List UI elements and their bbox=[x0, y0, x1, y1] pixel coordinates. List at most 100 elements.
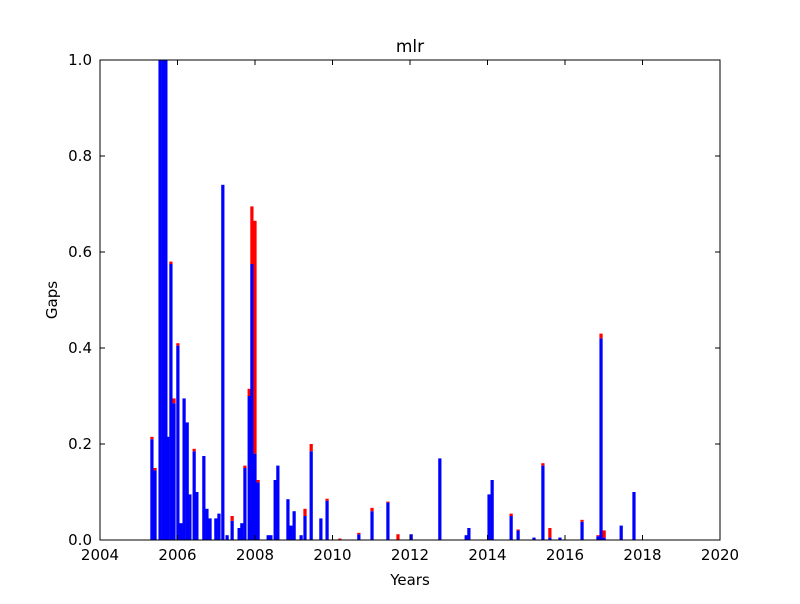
bar-segment bbox=[256, 480, 260, 483]
bar-segment bbox=[599, 338, 603, 540]
bars bbox=[150, 60, 636, 540]
bar-segment bbox=[289, 525, 293, 540]
bar-segment bbox=[250, 264, 254, 540]
bar-segment bbox=[386, 502, 390, 540]
x-tick-label: 2020 bbox=[701, 546, 739, 564]
bar-segment bbox=[217, 513, 221, 540]
bar-segment bbox=[286, 499, 290, 540]
bar-segment bbox=[325, 498, 329, 501]
bar-segment bbox=[230, 516, 234, 521]
bar-segment bbox=[602, 530, 606, 538]
bar-segment bbox=[250, 206, 254, 264]
bar-segment bbox=[509, 516, 513, 540]
x-tick-label: 2004 bbox=[81, 546, 119, 564]
bar-segment bbox=[195, 492, 199, 540]
bar-segment bbox=[548, 528, 552, 538]
bar-segment bbox=[276, 465, 280, 540]
bar-segment bbox=[161, 60, 165, 540]
bar-segment bbox=[176, 343, 180, 346]
bar-segment bbox=[596, 535, 600, 537]
bar-segment bbox=[150, 436, 154, 440]
bar-segment bbox=[325, 500, 329, 540]
bar-segment bbox=[309, 451, 313, 540]
bar-segment bbox=[619, 525, 623, 540]
bar-segment bbox=[292, 511, 296, 540]
x-tick-label: 2018 bbox=[623, 546, 661, 564]
bar-segment bbox=[338, 538, 342, 540]
bar-segment bbox=[243, 465, 247, 468]
bar-segment bbox=[176, 345, 180, 540]
bar-segment bbox=[532, 537, 536, 540]
y-tick-label: 0.0 bbox=[68, 531, 92, 549]
bar-segment bbox=[357, 532, 361, 535]
bar-segment bbox=[243, 468, 247, 540]
bar-segment bbox=[548, 537, 552, 540]
bar-segment bbox=[266, 535, 270, 540]
bar-segment bbox=[247, 388, 251, 396]
bar-segment bbox=[166, 436, 170, 540]
bar-segment bbox=[214, 518, 218, 540]
x-tick-label: 2010 bbox=[313, 546, 351, 564]
bar-segment bbox=[487, 494, 491, 540]
bar-segment bbox=[596, 536, 600, 540]
bar-segment bbox=[169, 261, 173, 264]
bar-segment bbox=[467, 528, 471, 540]
x-tick-label: 2014 bbox=[468, 546, 506, 564]
bar-segment bbox=[516, 529, 520, 531]
bar-segment bbox=[319, 518, 323, 540]
bar-segment bbox=[509, 513, 513, 516]
bar-segment bbox=[150, 439, 154, 540]
bar-segment bbox=[253, 220, 257, 454]
y-tick-label: 1.0 bbox=[68, 51, 92, 69]
bar-segment bbox=[580, 519, 584, 522]
bar-segment bbox=[541, 463, 545, 466]
y-tick-label: 0.6 bbox=[68, 243, 92, 261]
bar-segment bbox=[299, 535, 303, 540]
bar-segment bbox=[153, 470, 157, 540]
bar-segment bbox=[541, 465, 545, 540]
chart-title: mlr bbox=[396, 37, 424, 57]
bar-segment bbox=[153, 468, 157, 471]
bar-segment bbox=[599, 333, 603, 339]
bar-segment bbox=[303, 508, 307, 516]
x-axis-label: Years bbox=[389, 571, 430, 589]
y-tick-label: 0.2 bbox=[68, 435, 92, 453]
y-tick-label: 0.4 bbox=[68, 339, 92, 357]
y-tick-label: 0.8 bbox=[68, 147, 92, 165]
bar-segment bbox=[185, 422, 189, 540]
bar-segment bbox=[225, 535, 229, 540]
bar-segment bbox=[164, 60, 168, 540]
bar-segment bbox=[179, 523, 183, 540]
x-tick-label: 2006 bbox=[158, 546, 196, 564]
bar-segment bbox=[396, 534, 400, 540]
bar-segment bbox=[172, 403, 176, 540]
bar-segment bbox=[490, 480, 494, 540]
bar-segment bbox=[602, 537, 606, 540]
bar-segment bbox=[247, 396, 251, 540]
bar-segment bbox=[438, 458, 442, 540]
x-tick-label: 2016 bbox=[546, 546, 584, 564]
bar-segment bbox=[309, 444, 313, 452]
bar-segment bbox=[464, 535, 468, 540]
bar-segment bbox=[273, 480, 277, 540]
bar-segment bbox=[253, 453, 257, 540]
bar-segment bbox=[240, 523, 244, 540]
bar-segment bbox=[357, 534, 361, 540]
bar-segment bbox=[370, 511, 374, 540]
bar-segment bbox=[370, 507, 374, 512]
bar-segment bbox=[188, 494, 192, 540]
bar-segment bbox=[632, 492, 636, 540]
bar-segment bbox=[409, 534, 413, 540]
bar-segment bbox=[205, 508, 209, 540]
bar-segment bbox=[580, 521, 584, 540]
bar-segment bbox=[182, 398, 186, 540]
y-axis-label: Gaps bbox=[43, 281, 61, 319]
bar-segment bbox=[237, 528, 241, 540]
bar-segment bbox=[256, 482, 260, 540]
bar-segment bbox=[192, 448, 196, 452]
bar-segment bbox=[230, 520, 234, 540]
bar-segment bbox=[192, 451, 196, 540]
bar-segment bbox=[221, 184, 225, 540]
